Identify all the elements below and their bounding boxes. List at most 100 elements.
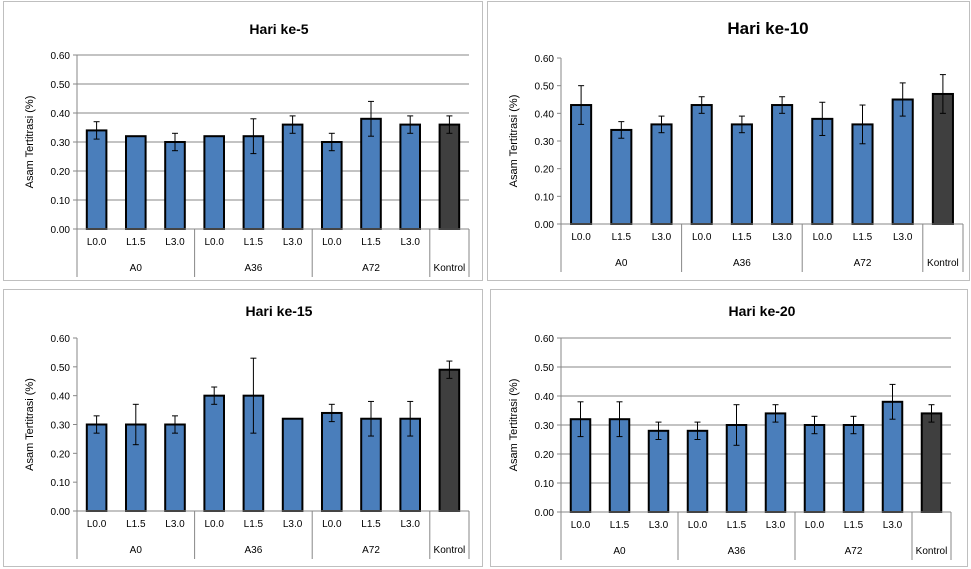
error-bar bbox=[368, 400, 374, 437]
chart-svg: Hari ke-15 0.00 0.10 0.20 0.30 0.40 0.50 0.60 As… bbox=[24, 303, 470, 559]
group-label: A72 bbox=[854, 258, 872, 269]
y-tick-label: 0.60 bbox=[51, 334, 71, 345]
group-label: A0 bbox=[130, 263, 143, 274]
bar bbox=[281, 123, 304, 230]
error-bar bbox=[211, 386, 218, 405]
y-tick-label: 0.00 bbox=[51, 225, 71, 236]
x-tick-label: L3.0 bbox=[652, 232, 672, 243]
bar bbox=[842, 424, 865, 513]
x-tick-label: L3.0 bbox=[649, 520, 669, 531]
x-tick-label: L1.5 bbox=[732, 232, 752, 243]
group-label: A72 bbox=[362, 545, 380, 556]
chart-panel-day-15: Hari ke-15 0.00 0.10 0.20 0.30 0.40 0.50 0.60 As… bbox=[3, 289, 483, 567]
y-tick-label: 0.60 bbox=[535, 54, 555, 65]
error-bar bbox=[93, 121, 100, 140]
x-tick-label: L0.0 bbox=[805, 520, 825, 531]
error-bar bbox=[407, 115, 414, 134]
bar bbox=[85, 129, 108, 230]
chart-title: Hari ke-10 bbox=[727, 19, 808, 38]
error-bar bbox=[939, 74, 946, 114]
error-bar bbox=[889, 383, 896, 420]
y-tick-label: 0.00 bbox=[535, 508, 555, 519]
bar bbox=[771, 104, 794, 225]
y-tick-label: 0.60 bbox=[51, 51, 71, 62]
bar bbox=[321, 411, 343, 512]
error-bar bbox=[738, 115, 745, 134]
bar bbox=[438, 123, 461, 230]
x-tick-label: L3.0 bbox=[883, 520, 903, 531]
x-tick-label: L3.0 bbox=[165, 237, 185, 248]
x-tick-label: L3.0 bbox=[283, 237, 303, 248]
y-tick-label: 0.60 bbox=[535, 334, 555, 345]
chart-panel-day-10: Hari ke-10 0.00 0.10 0.20 0.30 0.40 0.50 0.60 As… bbox=[487, 1, 970, 281]
y-tick-label: 0.10 bbox=[535, 192, 555, 203]
error-bar bbox=[616, 401, 623, 438]
y-tick-label: 0.30 bbox=[51, 138, 71, 149]
y-tick-label: 0.20 bbox=[51, 449, 71, 460]
bar bbox=[891, 98, 914, 225]
group-label: A36 bbox=[245, 545, 263, 556]
x-tick-label: L3.0 bbox=[400, 519, 420, 530]
error-bar bbox=[928, 404, 935, 423]
x-tick-label: L0.0 bbox=[692, 232, 712, 243]
bar bbox=[281, 417, 304, 513]
y-tick-label: 0.20 bbox=[51, 167, 71, 178]
y-axis-label: Asam Tertitrasi (%) bbox=[508, 95, 520, 188]
error-bar bbox=[733, 404, 740, 446]
y-tick-label: 0.30 bbox=[535, 421, 555, 432]
x-tick-label: L1.5 bbox=[361, 519, 381, 530]
x-tick-label: L1.5 bbox=[126, 519, 146, 530]
chart-title: Hari ke-15 bbox=[246, 303, 313, 319]
error-bar bbox=[618, 121, 625, 139]
error-bar bbox=[93, 415, 100, 434]
chart-panel-day-5: Hari ke-5 0.00 0.10 0.20 0.30 0.40 0.50 0.60 Asa… bbox=[3, 1, 483, 281]
y-tick-label: 0.10 bbox=[51, 196, 71, 207]
error-bar bbox=[819, 101, 826, 136]
x-tick-label: L1.5 bbox=[610, 520, 630, 531]
x-tick-label: L0.0 bbox=[571, 232, 591, 243]
group-label: A72 bbox=[845, 546, 863, 557]
y-tick-label: 0.50 bbox=[535, 363, 555, 374]
x-tick-label: L0.0 bbox=[87, 519, 107, 530]
x-tick-label: L0.0 bbox=[204, 519, 224, 530]
x-tick-label-kontrol: Kontrol bbox=[927, 258, 959, 269]
error-bar bbox=[779, 96, 786, 114]
y-tick-label: 0.40 bbox=[51, 109, 71, 120]
error-bar bbox=[446, 360, 453, 379]
error-bar bbox=[132, 403, 139, 446]
x-tick-label: L0.0 bbox=[87, 237, 107, 248]
x-tick-label: L3.0 bbox=[893, 232, 913, 243]
x-tick-label-kontrol: Kontrol bbox=[434, 545, 466, 556]
error-bar bbox=[850, 415, 857, 435]
error-bar bbox=[250, 118, 257, 155]
x-tick-label: L1.5 bbox=[853, 232, 873, 243]
y-tick-label: 0.50 bbox=[535, 82, 555, 93]
chart-svg: Hari ke-5 0.00 0.10 0.20 0.30 0.40 0.50 0.60 Asa… bbox=[24, 21, 470, 277]
x-tick-label: L3.0 bbox=[772, 232, 792, 243]
bar bbox=[321, 141, 343, 230]
y-tick-label: 0.00 bbox=[535, 220, 555, 231]
y-tick-label: 0.50 bbox=[51, 80, 71, 91]
group-label: A36 bbox=[245, 263, 263, 274]
error-bar bbox=[772, 404, 779, 423]
error-bar bbox=[899, 82, 906, 117]
bar bbox=[164, 141, 186, 230]
bar bbox=[438, 368, 461, 513]
error-bar bbox=[658, 115, 665, 134]
group-label: A36 bbox=[733, 258, 751, 269]
y-tick-label: 0.30 bbox=[51, 421, 71, 432]
chart-title: Hari ke-5 bbox=[249, 21, 308, 37]
bar bbox=[399, 123, 421, 230]
error-bar bbox=[172, 132, 178, 152]
y-axis-label: Asam Tertitrasi (%) bbox=[508, 379, 520, 472]
error-bar bbox=[578, 85, 585, 125]
y-tick-label: 0.20 bbox=[535, 165, 555, 176]
bar bbox=[203, 135, 225, 230]
chart-svg: Hari ke-10 0.00 0.10 0.20 0.30 0.40 0.50 0.60 As… bbox=[508, 19, 964, 272]
error-bar bbox=[328, 403, 335, 423]
error-bar bbox=[289, 115, 296, 134]
group-label: A0 bbox=[130, 545, 143, 556]
error-bar bbox=[172, 415, 178, 434]
chart-title: Hari ke-20 bbox=[729, 303, 796, 319]
group-label: A0 bbox=[613, 546, 626, 557]
